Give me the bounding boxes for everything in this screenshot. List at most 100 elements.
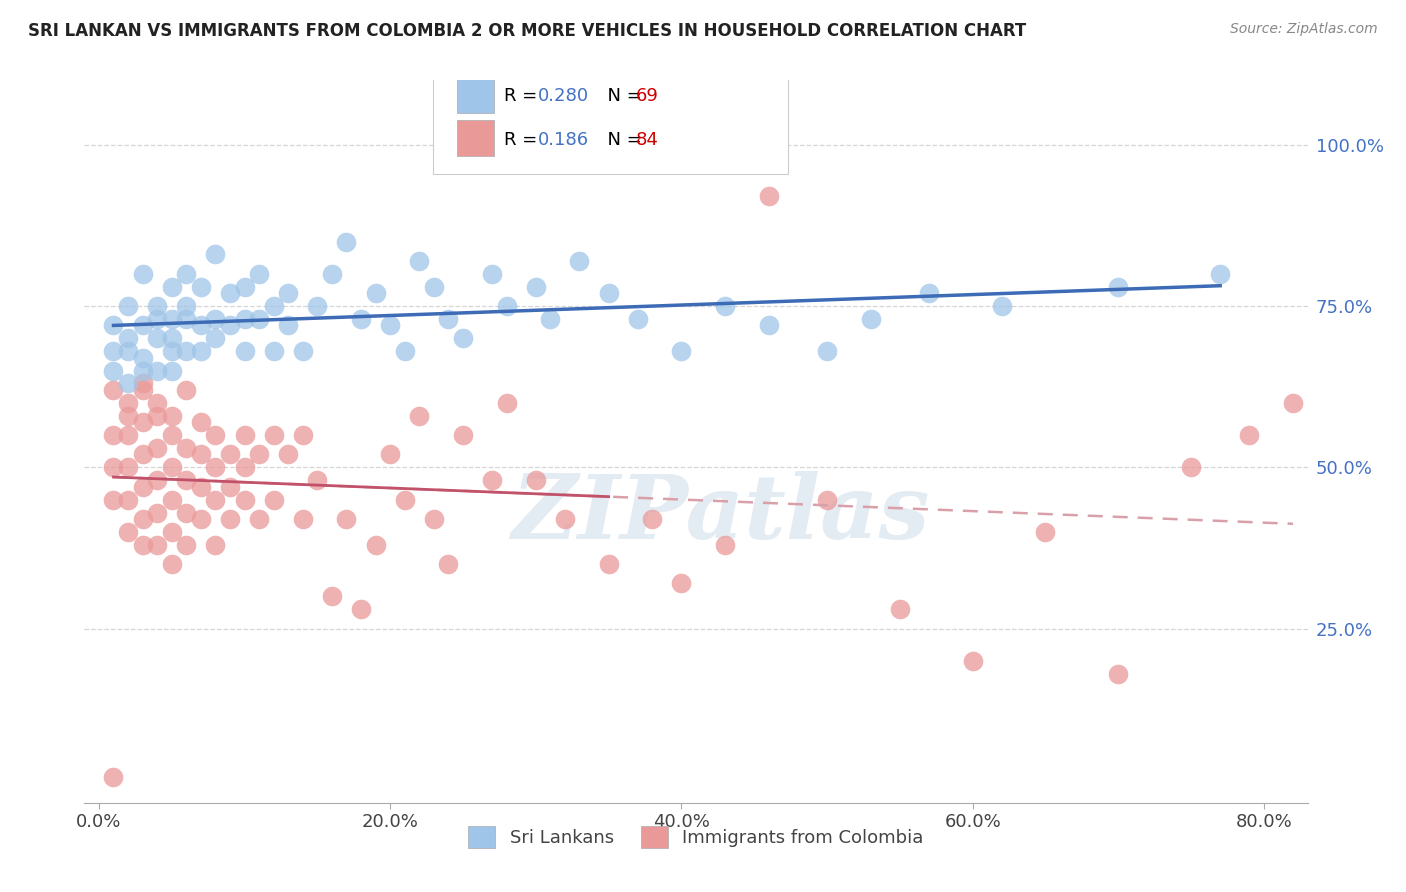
Point: [1239, 428, 1261, 442]
Point: [1107, 666, 1129, 681]
Point: [263, 344, 285, 359]
Text: 0.280: 0.280: [538, 87, 589, 105]
Point: [174, 312, 197, 326]
Point: [524, 473, 547, 487]
Point: [219, 512, 242, 526]
Point: [146, 299, 169, 313]
FancyBboxPatch shape: [457, 77, 494, 112]
Point: [219, 480, 242, 494]
Point: [174, 299, 197, 313]
Point: [204, 428, 226, 442]
Point: [568, 254, 591, 268]
Point: [204, 492, 226, 507]
Point: [131, 376, 153, 391]
Point: [335, 512, 357, 526]
Point: [117, 492, 139, 507]
Point: [671, 344, 693, 359]
Point: [671, 576, 693, 591]
Point: [233, 460, 256, 475]
Text: ZIPatlas: ZIPatlas: [512, 471, 929, 557]
Point: [204, 312, 226, 326]
Legend: Sri Lankans, Immigrants from Colombia: Sri Lankans, Immigrants from Colombia: [457, 815, 935, 859]
Point: [408, 254, 430, 268]
Point: [146, 538, 169, 552]
Point: [1035, 524, 1057, 539]
Point: [174, 538, 197, 552]
Point: [146, 506, 169, 520]
Point: [291, 344, 314, 359]
Point: [598, 557, 620, 571]
Point: [247, 267, 270, 281]
Point: [394, 344, 416, 359]
Point: [495, 396, 517, 410]
Point: [146, 409, 169, 423]
Point: [117, 376, 139, 391]
Point: [190, 447, 212, 461]
Point: [190, 480, 212, 494]
Text: 69: 69: [636, 87, 659, 105]
Point: [131, 318, 153, 333]
Text: R =: R =: [503, 87, 543, 105]
Point: [451, 331, 474, 345]
Point: [160, 428, 183, 442]
Point: [103, 344, 125, 359]
Point: [103, 318, 125, 333]
Point: [160, 492, 183, 507]
Point: [364, 538, 387, 552]
Point: [307, 299, 329, 313]
Point: [815, 492, 838, 507]
Point: [219, 447, 242, 461]
Point: [538, 312, 561, 326]
Point: [146, 396, 169, 410]
Point: [495, 299, 517, 313]
Point: [277, 286, 299, 301]
Point: [1107, 279, 1129, 293]
Point: [131, 538, 153, 552]
Point: [277, 447, 299, 461]
Point: [190, 318, 212, 333]
Point: [423, 512, 446, 526]
Point: [233, 344, 256, 359]
Text: Source: ZipAtlas.com: Source: ZipAtlas.com: [1230, 22, 1378, 37]
Point: [247, 312, 270, 326]
Point: [204, 331, 226, 345]
Point: [423, 279, 446, 293]
Point: [117, 409, 139, 423]
Point: [437, 312, 460, 326]
Point: [160, 344, 183, 359]
Point: [204, 538, 226, 552]
Point: [291, 512, 314, 526]
Point: [233, 312, 256, 326]
Point: [103, 492, 125, 507]
Point: [335, 235, 357, 249]
Point: [131, 447, 153, 461]
Point: [233, 492, 256, 507]
Point: [918, 286, 941, 301]
Point: [350, 312, 373, 326]
Point: [380, 447, 402, 461]
Point: [131, 351, 153, 365]
Text: 84: 84: [636, 130, 659, 149]
Point: [117, 460, 139, 475]
Point: [394, 492, 416, 507]
Point: [758, 318, 780, 333]
FancyBboxPatch shape: [457, 120, 494, 156]
Point: [291, 428, 314, 442]
Point: [146, 363, 169, 377]
Point: [190, 415, 212, 429]
Point: [554, 512, 576, 526]
Point: [524, 279, 547, 293]
Point: [598, 286, 620, 301]
Point: [160, 409, 183, 423]
Point: [758, 189, 780, 203]
Point: [146, 331, 169, 345]
Point: [160, 557, 183, 571]
Point: [117, 428, 139, 442]
Point: [263, 428, 285, 442]
Point: [174, 267, 197, 281]
Point: [160, 460, 183, 475]
Point: [117, 396, 139, 410]
Point: [174, 441, 197, 455]
Text: SRI LANKAN VS IMMIGRANTS FROM COLOMBIA 2 OR MORE VEHICLES IN HOUSEHOLD CORRELATI: SRI LANKAN VS IMMIGRANTS FROM COLOMBIA 2…: [28, 22, 1026, 40]
Point: [131, 267, 153, 281]
